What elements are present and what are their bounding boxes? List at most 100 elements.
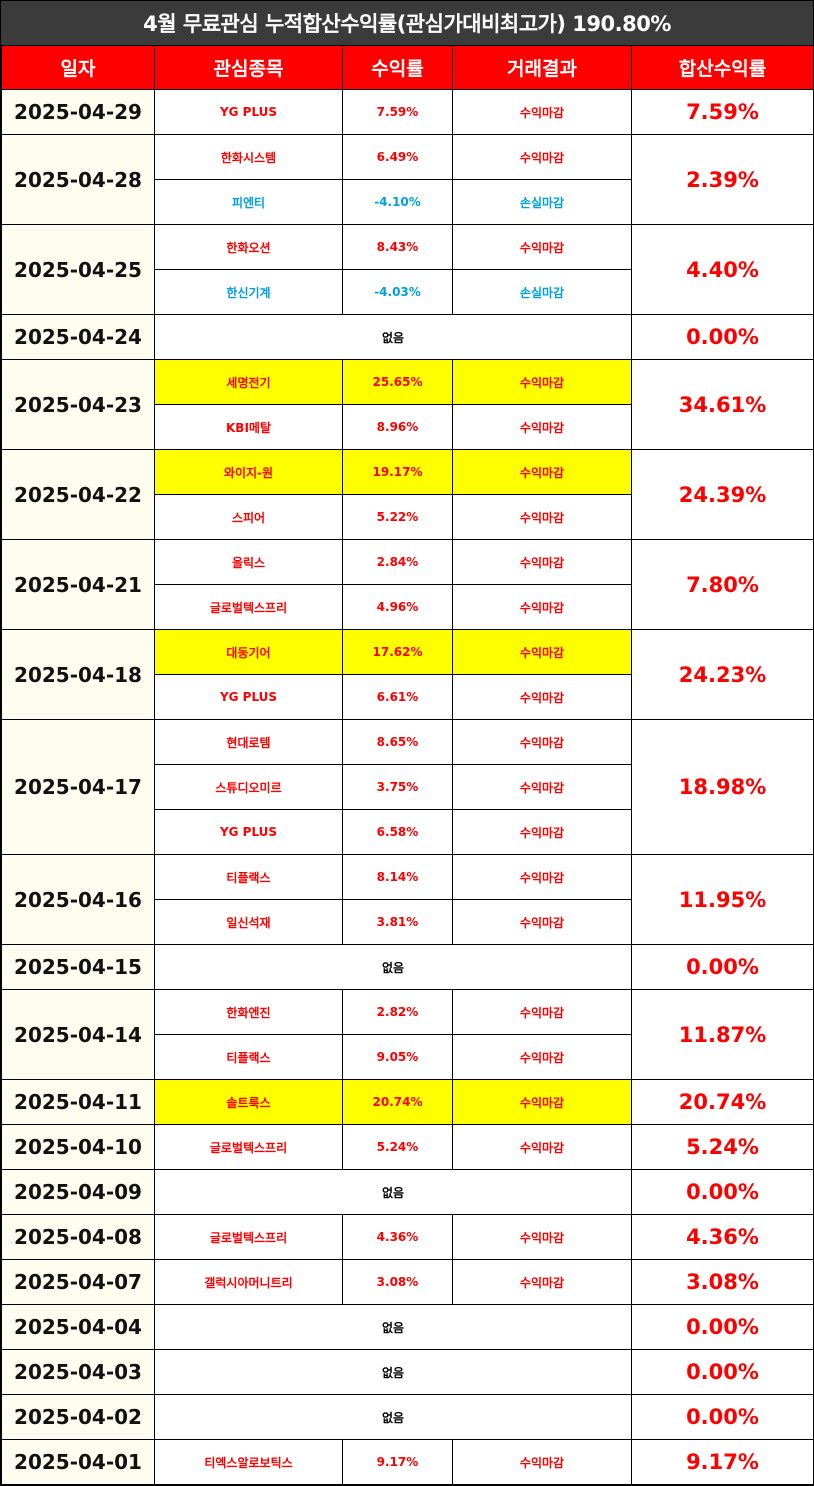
table-row: 2025-04-17 현대로템 8.65% 수익마감 18.98% (1, 719, 814, 855)
return-cell: 4.96% (342, 584, 453, 630)
result-cell: 손실마감 (452, 179, 632, 225)
result-cell: 수익마감 (452, 1259, 632, 1305)
total-return-cell: 3.08% (631, 1259, 814, 1305)
header-result: 거래결과 (452, 45, 632, 90)
result-cell: 수익마감 (452, 629, 632, 675)
table-row: 스튜디오미르 3.75% 수익마감 (2, 764, 814, 810)
stock-name-cell: 글로벌텍스프리 (154, 584, 343, 630)
date-cell: 2025-04-15 (1, 944, 155, 990)
stock-name-cell: 대동기어 (154, 629, 343, 675)
result-cell: 수익마감 (452, 224, 632, 270)
result-cell: 수익마감 (452, 989, 632, 1035)
return-cell: 8.43% (342, 224, 453, 270)
return-cell: 25.65% (342, 359, 453, 405)
table-row: 티플랙스 9.05% 수익마감 (2, 1034, 814, 1080)
total-return-cell: 0.00% (631, 314, 814, 360)
stock-name-cell: 티플랙스 (154, 854, 343, 900)
result-cell: 수익마감 (452, 89, 632, 135)
stock-name-cell: 스튜디오미르 (154, 764, 343, 810)
table-row: 2025-04-11 솔트룩스 20.74% 수익마감 20.74% (1, 1079, 814, 1125)
return-cell: 8.14% (342, 854, 453, 900)
header-total: 합산수익률 (631, 45, 814, 90)
no-pick-cell: 없음 (154, 1394, 632, 1440)
table-row: 2025-04-29 YG PLUS 7.59% 수익마감 7.59% (1, 89, 814, 135)
date-cell: 2025-04-02 (1, 1394, 155, 1440)
date-cell: 2025-04-24 (1, 314, 155, 360)
total-return-cell: 0.00% (631, 1304, 814, 1350)
return-cell: 19.17% (342, 449, 453, 495)
result-cell: 수익마감 (452, 899, 632, 945)
stock-name-cell: 와이지-원 (154, 449, 343, 495)
result-cell: 수익마감 (452, 854, 632, 900)
result-cell: 수익마감 (452, 764, 632, 810)
table-row: 2025-04-09 없음 0.00% (1, 1169, 814, 1215)
header-row: 일자 관심종목 수익률 거래결과 합산수익률 (1, 45, 814, 90)
date-cell: 2025-04-16 (1, 854, 155, 945)
table-row: 2025-04-10 글로벌텍스프리 5.24% 수익마감 5.24% (1, 1124, 814, 1170)
sheet-title: 4월 무료관심 누적합산수익률(관심가대비최고가) 190.80% (1, 1, 813, 45)
return-cell: 6.49% (342, 134, 453, 180)
result-cell: 수익마감 (452, 1079, 632, 1125)
result-cell: 수익마감 (452, 134, 632, 180)
stock-name-cell: 한화시스템 (154, 134, 343, 180)
returns-body: 2025-04-29 YG PLUS 7.59% 수익마감 7.59% 2025-04-2… (1, 89, 814, 1485)
date-cell: 2025-04-14 (1, 989, 155, 1080)
result-cell: 수익마감 (452, 809, 632, 855)
table-row: 2025-04-16 티플랙스 8.14% 수익마감 11.95% (1, 854, 814, 945)
returns-table: 일자 관심종목 수익률 거래결과 합산수익률 2025-04-29 YG PLUS… (1, 45, 814, 1485)
stock-name-cell: 한화엔진 (154, 989, 343, 1035)
total-return-cell: 7.59% (631, 89, 814, 135)
return-cell: 4.36% (342, 1214, 453, 1260)
stock-name-cell: 한신기계 (154, 269, 343, 315)
return-cell: 7.59% (342, 89, 453, 135)
date-cell: 2025-04-29 (1, 89, 155, 135)
table-row: 스피어 5.22% 수익마감 (2, 494, 814, 540)
total-return-cell: 2.39% (631, 134, 814, 225)
no-pick-cell: 없음 (154, 1304, 632, 1350)
table-row: YG PLUS 6.58% 수익마감 (2, 809, 814, 855)
result-cell: 수익마감 (452, 1214, 632, 1260)
header-date: 일자 (1, 45, 155, 90)
stock-name-cell: 올릭스 (154, 539, 343, 585)
header-stock: 관심종목 (154, 45, 343, 90)
table-row: 2025-04-14 한화엔진 2.82% 수익마감 11.87% (1, 989, 814, 1080)
table-row: 2025-04-04 없음 0.00% (1, 1304, 814, 1350)
date-cell: 2025-04-03 (1, 1349, 155, 1395)
total-return-cell: 24.23% (631, 629, 814, 720)
result-cell: 수익마감 (452, 674, 632, 720)
result-cell: 수익마감 (452, 449, 632, 495)
total-return-cell: 11.95% (631, 854, 814, 945)
no-pick-cell: 없음 (154, 1349, 632, 1395)
stock-name-cell: 갤럭시아머니트리 (154, 1259, 343, 1305)
date-cell: 2025-04-11 (1, 1079, 155, 1125)
total-return-cell: 11.87% (631, 989, 814, 1080)
result-cell: 수익마감 (452, 1034, 632, 1080)
total-return-cell: 5.24% (631, 1124, 814, 1170)
table-row: KBI메탈 8.96% 수익마감 (2, 404, 814, 450)
table-row: 2025-04-08 글로벌텍스프리 4.36% 수익마감 4.36% (1, 1214, 814, 1260)
stock-name-cell: YG PLUS (154, 89, 343, 135)
table-row: 2025-04-18 대동기어 17.62% 수익마감 24.23% (1, 629, 814, 720)
return-cell: 17.62% (342, 629, 453, 675)
table-row: 2025-04-07 갤럭시아머니트리 3.08% 수익마감 3.08% (1, 1259, 814, 1305)
total-return-cell: 0.00% (631, 1394, 814, 1440)
table-row: 2025-04-15 없음 0.00% (1, 944, 814, 990)
total-return-cell: 0.00% (631, 1169, 814, 1215)
stock-name-cell: 솔트룩스 (154, 1079, 343, 1125)
stock-name-cell: 글로벌텍스프리 (154, 1124, 343, 1170)
result-cell: 수익마감 (452, 719, 632, 765)
header-return: 수익률 (342, 45, 453, 90)
table-row: 글로벌텍스프리 4.96% 수익마감 (2, 584, 814, 630)
table-row: YG PLUS 6.61% 수익마감 (2, 674, 814, 720)
return-cell: 3.08% (342, 1259, 453, 1305)
no-pick-cell: 없음 (154, 944, 632, 990)
table-row: 2025-04-01 티엑스알로보틱스 9.17% 수익마감 9.17% (1, 1439, 814, 1485)
date-cell: 2025-04-07 (1, 1259, 155, 1305)
return-cell: 9.17% (342, 1439, 453, 1485)
stock-name-cell: 스피어 (154, 494, 343, 540)
table-row: 2025-04-22 와이지-원 19.17% 수익마감 24.39% (1, 449, 814, 540)
return-cell: 8.96% (342, 404, 453, 450)
date-cell: 2025-04-04 (1, 1304, 155, 1350)
stock-name-cell: 피엔티 (154, 179, 343, 225)
